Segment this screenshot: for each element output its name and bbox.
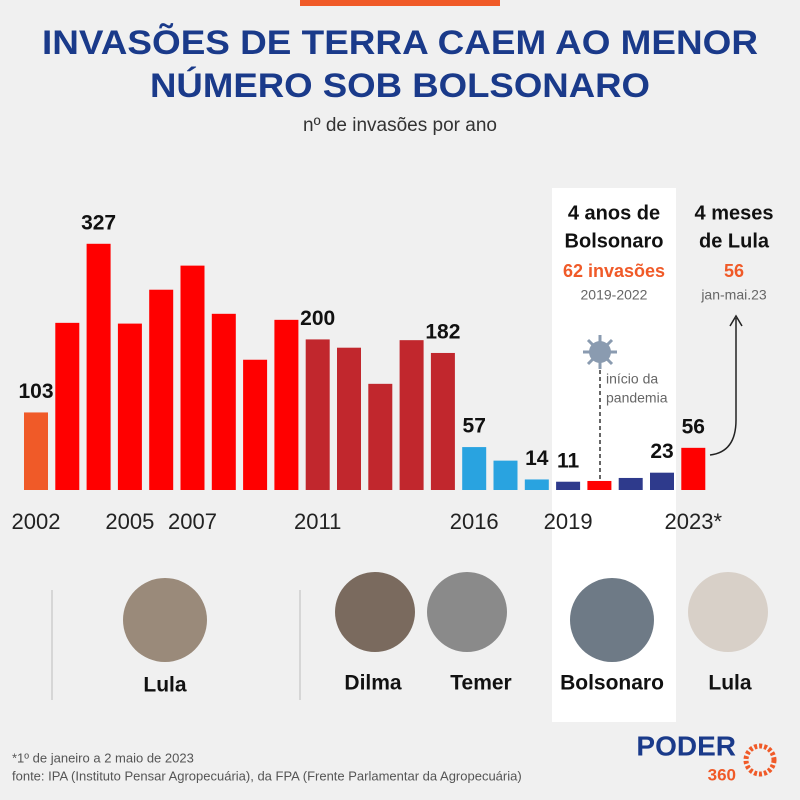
x-tick-label: 2007 — [168, 509, 217, 534]
value-label: 56 — [682, 415, 705, 438]
annotation: 4 meses — [695, 202, 774, 224]
bar — [524, 479, 549, 490]
bar — [211, 313, 236, 490]
separators — [51, 590, 301, 700]
bar — [55, 322, 80, 490]
subtitle: nº de invasões por ano — [303, 115, 497, 136]
annotation: 62 invasões — [563, 261, 665, 281]
annotation: jan-mai.23 — [700, 287, 767, 303]
bar — [618, 477, 643, 490]
footnote: *1º de janeiro a 2 maio de 2023 — [12, 750, 194, 765]
bar — [368, 383, 393, 490]
bar — [587, 480, 612, 490]
bar — [462, 447, 487, 490]
bar — [556, 481, 581, 490]
bar — [430, 352, 455, 490]
value-label: 103 — [18, 380, 53, 403]
virus-icon — [583, 335, 617, 369]
x-tick-label: 2011 — [294, 509, 341, 534]
bar — [149, 289, 174, 490]
x-tick-label: 2002 — [12, 509, 61, 534]
bar — [274, 319, 299, 490]
x-tick-label: 2019 — [544, 509, 593, 534]
president-name: Temer — [450, 672, 511, 695]
chart-title: INVASÕES DE TERRA CAEM AO MENOR — [42, 24, 758, 62]
bar — [650, 472, 674, 490]
president-name: Dilma — [344, 672, 402, 695]
annotation: 4 anos de — [568, 202, 660, 224]
value-label: 57 — [463, 415, 486, 438]
annotation: Bolsonaro — [565, 230, 664, 252]
president-name: Lula — [708, 672, 751, 695]
annotation: de Lula — [699, 230, 770, 252]
portraits — [123, 572, 768, 662]
top-accent — [300, 0, 500, 6]
value-label: 11 — [557, 449, 580, 472]
bar — [337, 347, 361, 490]
value-label: 23 — [650, 440, 673, 463]
bar — [681, 447, 706, 490]
x-tick-label: 2023* — [665, 509, 723, 534]
annotation: 56 — [724, 261, 744, 281]
footnote: fonte: IPA (Instituto Pensar Agropecuári… — [12, 768, 522, 783]
president-name: Lula — [143, 674, 186, 697]
value-label: 182 — [425, 321, 460, 344]
value-label: 327 — [81, 211, 116, 234]
president-name: Bolsonaro — [560, 672, 664, 695]
logo: PODER — [636, 730, 736, 761]
x-tick-label: 2005 — [105, 509, 154, 534]
bar — [493, 460, 518, 490]
annotation: início da — [606, 371, 658, 387]
logo: 360 — [708, 765, 736, 784]
annotation: pandemia — [606, 390, 668, 406]
bar — [243, 359, 268, 490]
bar — [117, 323, 142, 490]
bar — [305, 339, 330, 490]
value-label: 14 — [525, 447, 549, 470]
value-label: 200 — [300, 307, 335, 330]
annotation: 2019-2022 — [581, 287, 648, 303]
arrow-head — [729, 314, 743, 327]
logo-mark — [743, 743, 777, 777]
bar — [180, 265, 205, 490]
chart-title: NÚMERO SOB BOLSONARO — [150, 67, 650, 105]
arrow — [709, 318, 737, 456]
bar — [24, 412, 48, 490]
x-tick-label: 2016 — [450, 509, 499, 534]
bar — [86, 243, 111, 490]
bar — [399, 340, 424, 490]
